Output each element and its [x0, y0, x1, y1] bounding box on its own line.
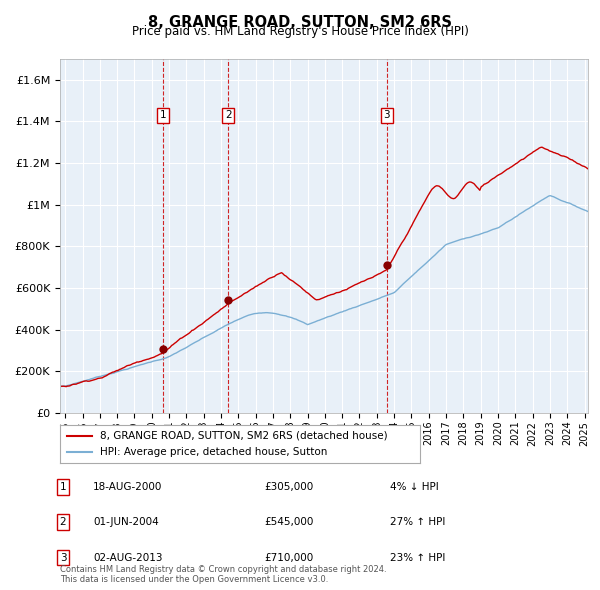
Text: 8, GRANGE ROAD, SUTTON, SM2 6RS (detached house): 8, GRANGE ROAD, SUTTON, SM2 6RS (detache… [100, 431, 387, 441]
Text: 18-AUG-2000: 18-AUG-2000 [93, 482, 163, 491]
Text: HPI: Average price, detached house, Sutton: HPI: Average price, detached house, Sutt… [100, 447, 327, 457]
Text: 01-JUN-2004: 01-JUN-2004 [93, 517, 159, 527]
Text: £545,000: £545,000 [264, 517, 313, 527]
Text: 02-AUG-2013: 02-AUG-2013 [93, 553, 163, 562]
Text: 2: 2 [225, 110, 232, 120]
Text: Contains HM Land Registry data © Crown copyright and database right 2024.
This d: Contains HM Land Registry data © Crown c… [60, 565, 386, 584]
Text: £710,000: £710,000 [264, 553, 313, 562]
Text: 4% ↓ HPI: 4% ↓ HPI [390, 482, 439, 491]
Text: 23% ↑ HPI: 23% ↑ HPI [390, 553, 445, 562]
Text: 1: 1 [160, 110, 166, 120]
Text: 3: 3 [383, 110, 390, 120]
Text: 1: 1 [59, 482, 67, 491]
Text: Price paid vs. HM Land Registry's House Price Index (HPI): Price paid vs. HM Land Registry's House … [131, 25, 469, 38]
Text: 27% ↑ HPI: 27% ↑ HPI [390, 517, 445, 527]
Text: 8, GRANGE ROAD, SUTTON, SM2 6RS: 8, GRANGE ROAD, SUTTON, SM2 6RS [148, 15, 452, 30]
Text: £305,000: £305,000 [264, 482, 313, 491]
Text: 3: 3 [59, 553, 67, 562]
Text: 2: 2 [59, 517, 67, 527]
